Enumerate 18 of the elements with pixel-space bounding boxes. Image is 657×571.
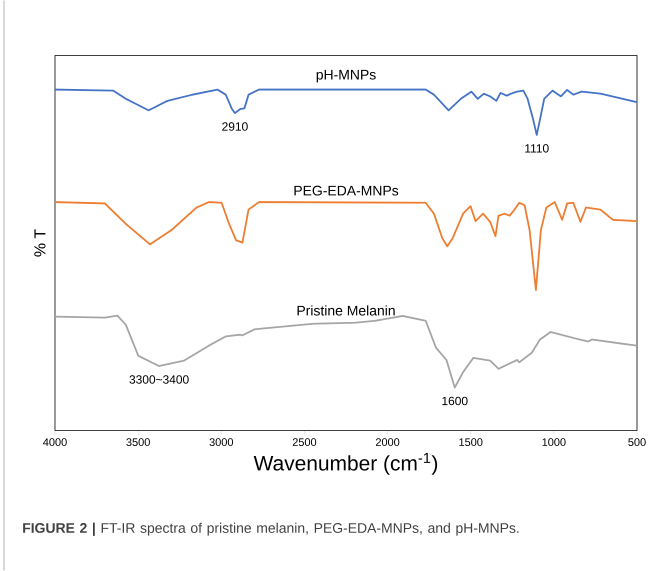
x-tick-label: 1500 xyxy=(459,438,482,446)
x-tick-label: 3000 xyxy=(210,438,234,446)
annotation: 3300~3400 xyxy=(129,375,189,384)
text: FIGURE 2 | FT-IR spectra of pristine melanin, PEG-EDA-MNPs, and pH-MNPs. xyxy=(23,522,518,536)
x-tick-label: 500 xyxy=(628,438,646,446)
annotation: 1600 xyxy=(442,396,468,406)
annotation: 2910 xyxy=(222,122,248,131)
x-axis-title: Wavenumber (cm$^{-1}$) xyxy=(254,452,438,475)
y-axis-title: % T xyxy=(34,229,46,257)
x-tick-label: 2000 xyxy=(376,438,400,446)
x-tick-label: 3500 xyxy=(126,438,150,446)
x-tick-label: 1000 xyxy=(542,438,566,446)
x-tick-label: 4000 xyxy=(43,438,67,446)
x-tick-label: 2500 xyxy=(292,438,316,446)
annotation: 1110 xyxy=(525,144,549,153)
series-label: Pristine Melanin xyxy=(298,305,395,316)
series-label: PEG-EDA-MNPs xyxy=(294,186,398,196)
series-label: pH-MNPs xyxy=(316,70,376,82)
